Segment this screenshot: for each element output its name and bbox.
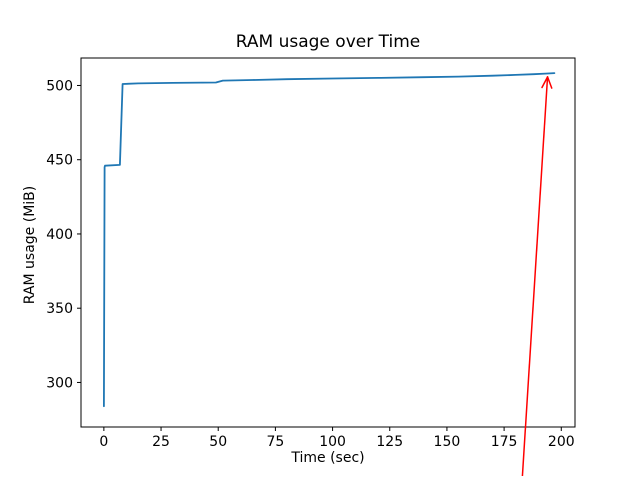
ram-usage-line xyxy=(103,72,556,408)
arrow-head-wing xyxy=(546,76,553,89)
y-axis-ticks: 300 350 400 450 500 xyxy=(46,78,81,391)
y-tick-label: 300 xyxy=(46,375,73,391)
x-tick-label: 75 xyxy=(266,434,284,450)
y-axis-label: RAM usage (MiB) xyxy=(22,186,38,304)
x-tick-label: 175 xyxy=(491,434,518,450)
y-tick-label: 350 xyxy=(46,301,73,317)
x-tick-label: 150 xyxy=(434,434,461,450)
x-tick-label: 100 xyxy=(319,434,346,450)
x-tick-label: 125 xyxy=(376,434,403,450)
chart-title: RAM usage over Time xyxy=(236,32,420,52)
annotation-arrow xyxy=(521,76,553,477)
data-series xyxy=(103,72,556,408)
x-tick-label: 25 xyxy=(152,434,170,450)
plot-frame xyxy=(80,57,576,428)
y-tick-label: 500 xyxy=(46,78,73,94)
x-axis-ticks: 0 25 50 75 100 125 150 175 200 xyxy=(99,427,575,450)
x-axis-label: Time (sec) xyxy=(290,450,364,466)
arrow-head-wing xyxy=(541,76,549,89)
x-tick-label: 50 xyxy=(209,434,227,450)
x-tick-label: 0 xyxy=(99,434,108,450)
y-tick-label: 400 xyxy=(46,227,73,243)
y-tick-label: 450 xyxy=(46,153,73,169)
arrow-shaft xyxy=(521,76,549,477)
x-tick-label: 200 xyxy=(548,434,575,450)
